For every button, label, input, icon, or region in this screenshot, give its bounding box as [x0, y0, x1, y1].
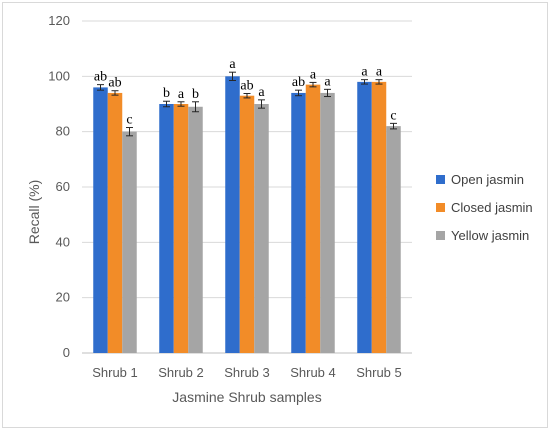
- bar: [173, 104, 189, 353]
- y-axis-ticks: 0 20 40 60 80 100 120: [48, 13, 70, 360]
- significance-label: ab: [108, 76, 121, 91]
- legend-label: Open jasmin: [451, 172, 524, 187]
- bar: [386, 126, 401, 353]
- bar: [188, 106, 203, 354]
- y-tick-label: 40: [56, 234, 70, 249]
- significance-label: a: [324, 74, 331, 89]
- x-axis-ticks: Shrub 1 Shrub 2 Shrub 3 Shrub 4 Shrub 5: [92, 365, 402, 380]
- significance-label: a: [310, 67, 317, 82]
- bar: [239, 95, 255, 353]
- bar: [357, 81, 372, 353]
- significance-label: ab: [240, 78, 253, 93]
- bar: [107, 92, 123, 353]
- legend: Open jasmin Closed jasmin Yellow jasmin: [436, 172, 533, 243]
- y-tick-label: 80: [56, 124, 70, 139]
- bar: [159, 104, 174, 353]
- x-tick-label: Shrub 3: [224, 365, 270, 380]
- legend-label: Closed jasmin: [451, 200, 533, 215]
- legend-swatch: [436, 231, 445, 240]
- bar: [371, 81, 387, 353]
- significance-label: c: [126, 113, 132, 128]
- x-axis-title: Jasmine Shrub samples: [172, 389, 321, 405]
- y-tick-label: 60: [56, 179, 70, 194]
- bars: [93, 76, 401, 354]
- y-tick-label: 0: [63, 345, 70, 360]
- x-tick-label: Shrub 2: [158, 365, 204, 380]
- bar: [291, 92, 306, 353]
- y-axis-title: Recall (%): [26, 180, 42, 245]
- bar: [225, 76, 240, 353]
- bar: [254, 104, 269, 353]
- bar: [93, 87, 108, 354]
- y-tick-label: 20: [56, 290, 70, 305]
- error-bars: [97, 71, 397, 137]
- bar: [122, 131, 137, 353]
- x-tick-label: Shrub 1: [92, 365, 138, 380]
- significance-label: a: [376, 65, 383, 80]
- bar: [320, 92, 335, 353]
- legend-swatch: [436, 203, 445, 212]
- significance-label: ab: [94, 70, 107, 85]
- significance-label: b: [192, 87, 199, 102]
- significance-label: a: [229, 57, 236, 72]
- significance-label: a: [361, 65, 368, 80]
- significance-label: c: [390, 108, 396, 123]
- significance-label: ab: [292, 75, 305, 90]
- x-tick-label: Shrub 4: [290, 365, 336, 380]
- legend-label: Yellow jasmin: [451, 228, 529, 243]
- significance-label: b: [163, 86, 170, 101]
- x-tick-label: Shrub 5: [356, 365, 402, 380]
- significance-label: a: [178, 87, 185, 102]
- legend-swatch: [436, 175, 445, 184]
- y-tick-label: 120: [48, 13, 70, 28]
- y-tick-label: 100: [48, 68, 70, 83]
- significance-label: a: [258, 85, 265, 100]
- bar: [305, 84, 321, 353]
